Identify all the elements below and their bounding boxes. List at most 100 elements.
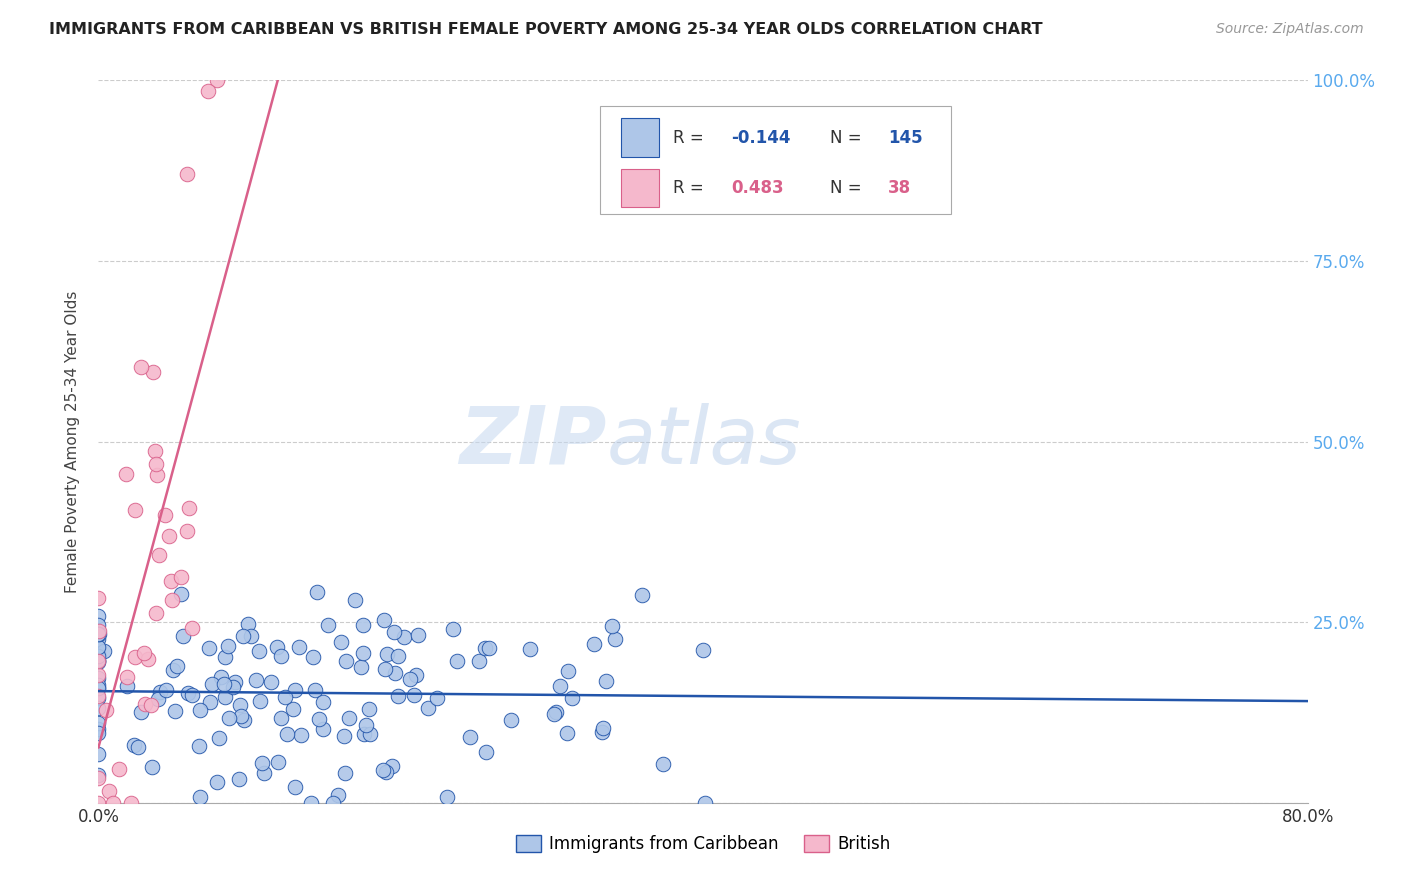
Point	[87, 626, 110, 640]
Point	[652, 757, 675, 772]
Point	[87, 591, 110, 605]
Point	[446, 654, 468, 668]
Point	[561, 690, 583, 705]
Point	[692, 643, 714, 657]
Point	[124, 649, 146, 664]
Point	[160, 593, 183, 607]
Point	[478, 640, 501, 655]
Point	[146, 467, 169, 482]
Point	[217, 639, 239, 653]
Point	[190, 702, 212, 716]
Point	[592, 721, 614, 735]
Point	[387, 690, 409, 704]
Point	[329, 635, 352, 649]
Point	[205, 775, 228, 789]
Point	[253, 766, 276, 780]
Point	[127, 739, 149, 754]
Point	[229, 698, 252, 712]
Point	[176, 167, 198, 181]
Point	[426, 690, 449, 705]
Point	[170, 587, 193, 601]
Point	[600, 619, 623, 633]
Point	[87, 618, 110, 632]
Text: N =: N =	[830, 179, 872, 197]
Point	[200, 695, 222, 709]
FancyBboxPatch shape	[621, 169, 659, 207]
Point	[87, 701, 110, 715]
Point	[87, 671, 110, 685]
Text: atlas: atlas	[606, 402, 801, 481]
Point	[543, 707, 565, 722]
Point	[375, 647, 398, 661]
Point	[212, 677, 235, 691]
Text: 38: 38	[889, 179, 911, 197]
Point	[177, 500, 200, 515]
Point	[387, 648, 409, 663]
Point	[266, 640, 288, 654]
Point	[352, 617, 374, 632]
Point	[548, 679, 571, 693]
Point	[239, 629, 262, 643]
Point	[143, 443, 166, 458]
Point	[418, 701, 440, 715]
Point	[101, 796, 124, 810]
Point	[141, 760, 163, 774]
Point	[224, 675, 246, 690]
Point	[405, 667, 427, 681]
Point	[87, 678, 110, 692]
Point	[270, 648, 292, 663]
Text: -0.144: -0.144	[731, 128, 790, 146]
Point	[163, 704, 186, 718]
Point	[304, 682, 326, 697]
Point	[87, 654, 110, 668]
Point	[131, 705, 153, 719]
Point	[87, 689, 110, 703]
Point	[187, 739, 209, 753]
Point	[374, 764, 396, 779]
Point	[322, 796, 344, 810]
Point	[267, 755, 290, 769]
Point	[197, 84, 219, 98]
Point	[87, 653, 110, 667]
Point	[159, 574, 181, 588]
Text: Source: ZipAtlas.com: Source: ZipAtlas.com	[1216, 22, 1364, 37]
Point	[373, 613, 395, 627]
Point	[399, 672, 422, 686]
Point	[284, 780, 307, 794]
Point	[136, 652, 159, 666]
Point	[337, 711, 360, 725]
Point	[214, 690, 236, 704]
Point	[335, 654, 357, 668]
Point	[87, 655, 110, 669]
Text: 145: 145	[889, 128, 922, 146]
Point	[247, 644, 270, 658]
Point	[87, 632, 110, 646]
Point	[214, 649, 236, 664]
Point	[176, 524, 198, 539]
Point	[371, 763, 394, 777]
Text: N =: N =	[830, 128, 868, 146]
Point	[557, 664, 579, 678]
Point	[436, 789, 458, 804]
Point	[87, 691, 110, 706]
Point	[108, 762, 131, 776]
Point	[87, 723, 110, 737]
Point	[290, 728, 312, 742]
Point	[357, 702, 380, 716]
Point	[153, 508, 176, 523]
Point	[181, 621, 204, 635]
Point	[384, 666, 406, 681]
Point	[252, 756, 274, 770]
Point	[87, 649, 110, 664]
Point	[402, 688, 425, 702]
Point	[87, 716, 110, 731]
Point	[591, 724, 613, 739]
Point	[87, 768, 110, 782]
Point	[316, 618, 339, 632]
Point	[270, 711, 292, 725]
Point	[308, 712, 330, 726]
Point	[232, 714, 254, 728]
Text: 0.483: 0.483	[731, 179, 783, 197]
Point	[519, 641, 541, 656]
Point	[232, 629, 254, 643]
